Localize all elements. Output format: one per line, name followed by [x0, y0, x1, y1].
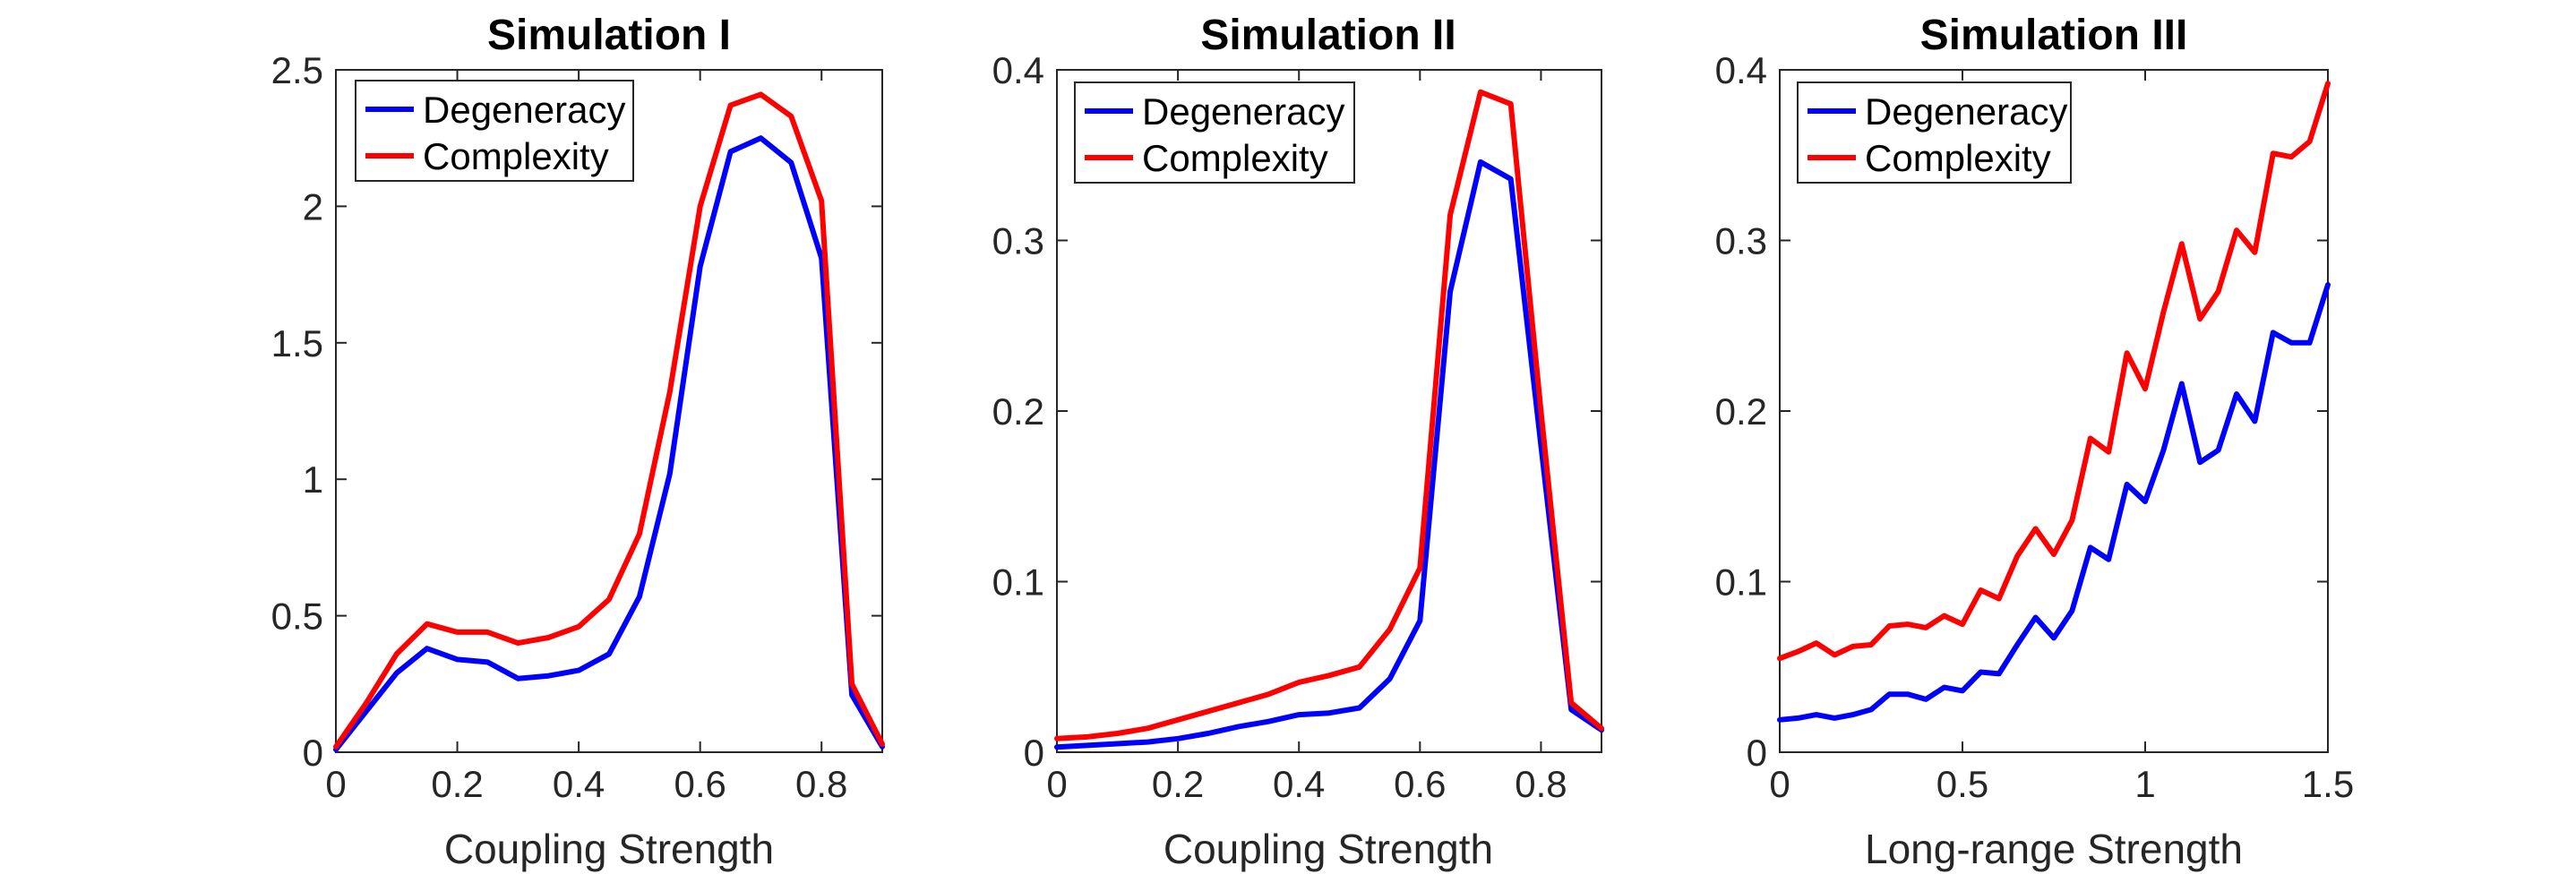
y-tick-label: 0 — [1024, 732, 1044, 774]
legend: Degeneracy Complexity — [1797, 81, 2072, 184]
legend-label-degeneracy: Degeneracy — [1142, 90, 1344, 133]
y-tick-label: 0.4 — [992, 49, 1044, 91]
x-tick-label: 0.4 — [553, 763, 605, 805]
series-line-complexity — [1777, 81, 2331, 662]
x-tick-label: 1 — [2134, 763, 2155, 805]
legend: Degeneracy Complexity — [1074, 81, 1355, 184]
x-tick-label: 0 — [1769, 763, 1790, 805]
y-tick-label: 1 — [303, 458, 323, 501]
chart-title: Simulation I — [487, 12, 731, 59]
legend-label-degeneracy: Degeneracy — [423, 89, 625, 131]
axes-box — [335, 69, 883, 753]
chart-title: Simulation II — [1200, 12, 1455, 59]
panel-simulation-3: Simulation III 0 0.5 1 1.5 0 0.1 0.2 0.3 0.4 Lon… — [1715, 12, 2355, 872]
x-axis-label: Coupling Strength — [1163, 826, 1493, 872]
y-tick-label: 0.2 — [992, 390, 1044, 433]
x-tick-label: 0 — [325, 763, 346, 805]
x-tick-label: 1.5 — [2302, 763, 2354, 805]
y-tick-label: 0.3 — [1715, 220, 1767, 262]
legend-label-complexity: Complexity — [423, 135, 609, 177]
legend-label-complexity: Complexity — [1142, 137, 1328, 179]
y-tick-label: 0 — [1747, 732, 1767, 774]
series-line-complexity — [1054, 89, 1604, 741]
x-tick-label: 0.6 — [674, 763, 726, 805]
y-tick-label: 2.5 — [271, 49, 323, 91]
y-tick-label: 0.1 — [1715, 561, 1767, 604]
x-axis-label: Coupling Strength — [444, 826, 774, 872]
legend-label-degeneracy: Degeneracy — [1865, 90, 2067, 133]
x-tick-label: 0.8 — [795, 763, 847, 805]
chart-title: Simulation III — [1920, 12, 2188, 59]
y-tick-label: 2 — [303, 185, 323, 227]
y-tick-label: 0.3 — [992, 220, 1044, 262]
panel-simulation-1: Simulation I 0 0.2 0.4 0.6 0.8 0 0.5 1 1.5 2 2.5 C… — [271, 12, 885, 872]
series-line-degeneracy — [1054, 159, 1604, 750]
x-tick-label: 0.6 — [1394, 763, 1446, 805]
y-tick-label: 1.5 — [271, 322, 323, 364]
x-tick-label: 0 — [1046, 763, 1067, 805]
x-tick-label: 0.5 — [1936, 763, 1988, 805]
legend: Degeneracy Complexity — [355, 80, 634, 182]
panel-simulation-2: Simulation II 0 0.2 0.4 0.6 0.8 0 0.1 0.2 0.3 0.4… — [992, 12, 1604, 872]
x-tick-label: 0.8 — [1515, 763, 1567, 805]
y-tick-label: 0.5 — [271, 596, 323, 638]
legend-box — [355, 80, 634, 182]
x-tick-label: 0.2 — [431, 763, 483, 805]
y-tick-label: 0.2 — [1715, 390, 1767, 433]
series-line-degeneracy — [1777, 282, 2331, 723]
y-tick-label: 0.4 — [1715, 49, 1767, 91]
x-axis-label: Long-range Strength — [1865, 826, 2243, 872]
legend-label-complexity: Complexity — [1865, 137, 2051, 179]
legend-box — [1797, 81, 2072, 184]
x-tick-label: 0.2 — [1152, 763, 1204, 805]
series-line-complexity — [333, 91, 885, 750]
x-tick-label: 0.4 — [1273, 763, 1325, 805]
y-tick-label: 0.1 — [992, 561, 1044, 604]
series-line-degeneracy — [333, 135, 885, 752]
legend-box — [1074, 81, 1355, 184]
y-tick-label: 0 — [303, 732, 323, 774]
